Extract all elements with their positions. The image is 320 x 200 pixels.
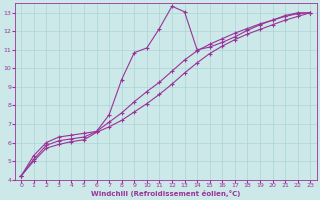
X-axis label: Windchill (Refroidissement éolien,°C): Windchill (Refroidissement éolien,°C) [91, 190, 240, 197]
